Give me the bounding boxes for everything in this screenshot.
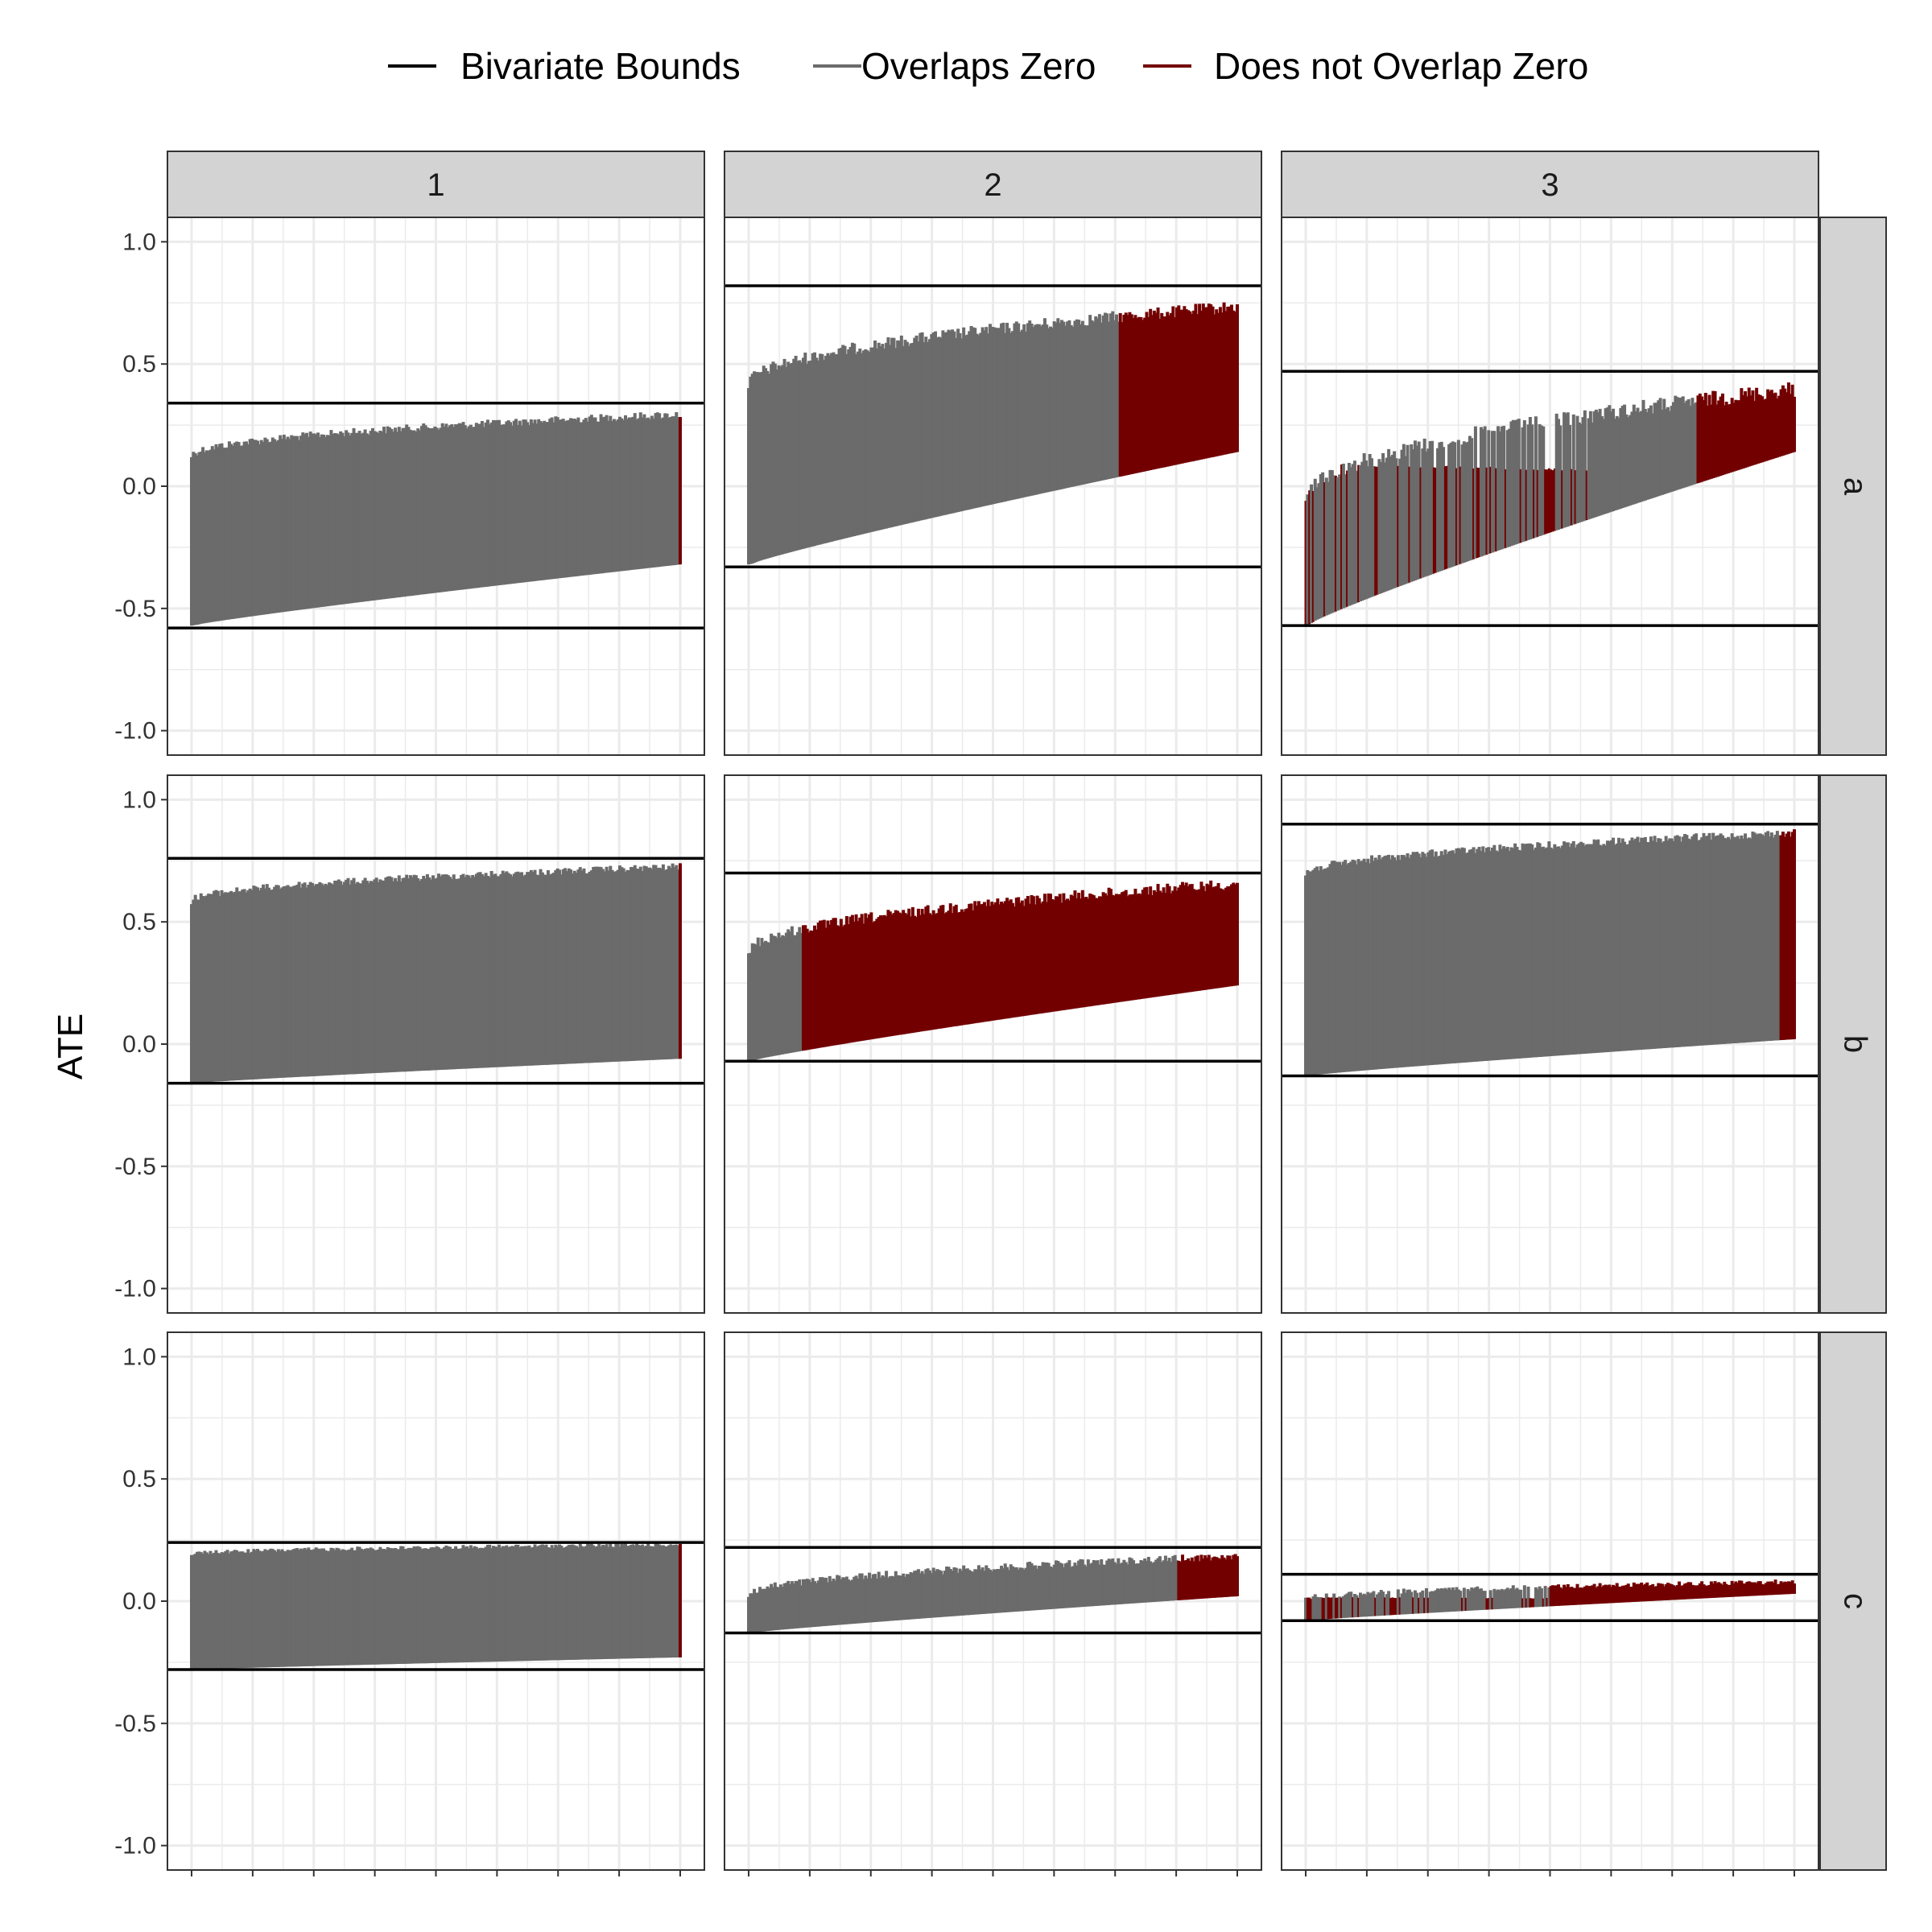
panel-border	[1281, 217, 1819, 756]
interval-lines	[190, 412, 682, 626]
y-tick-label: -1.0	[114, 1833, 156, 1860]
y-tick-label: 0.5	[122, 1466, 156, 1492]
strip-row-b	[1819, 774, 1887, 1314]
strip-col-3	[1281, 151, 1819, 218]
panel-border	[724, 217, 1262, 756]
interval-lines	[747, 880, 1239, 1062]
facet-b-3	[1281, 774, 1819, 1314]
y-tick-label: 1.0	[122, 1344, 156, 1370]
strip-row-a	[1819, 217, 1887, 756]
legend: Bivariate Bounds Overlaps Zero Does not …	[388, 45, 1588, 87]
y-tick-label: 0.5	[122, 351, 156, 378]
interval-lines	[190, 863, 682, 1084]
interval-lines	[1304, 382, 1796, 626]
y-tick-label: -0.5	[114, 1711, 156, 1737]
facet-b-2	[724, 774, 1262, 1314]
strip-col-label-2: 2	[984, 167, 1001, 203]
y-tick-label: 0.5	[122, 909, 156, 935]
interval-lines	[747, 1554, 1239, 1633]
y-tick-label: -0.5	[114, 596, 156, 622]
interval-lines	[1304, 1579, 1796, 1621]
y-tick-label: 1.0	[122, 786, 156, 813]
panel-border	[724, 774, 1262, 1314]
legend-label-overlap: Overlaps Zero	[861, 45, 1096, 87]
strip-row-label-b: b	[1837, 1035, 1872, 1053]
interval-lines	[190, 1542, 682, 1670]
y-axis-title: ATE	[51, 1013, 90, 1080]
strip-col-label-3: 3	[1541, 167, 1558, 203]
facet-c-2	[724, 1331, 1262, 1876]
y-tick-label: -0.5	[114, 1154, 156, 1180]
y-tick-label: -1.0	[114, 718, 156, 745]
y-tick-label: 0.0	[122, 1031, 156, 1058]
strip-row-label-c: c	[1837, 1593, 1872, 1609]
facet-c-3	[1281, 1331, 1819, 1876]
panel-border	[167, 774, 705, 1314]
facet-a-1	[167, 217, 705, 756]
interval-lines	[1304, 829, 1796, 1076]
facet-b-1	[167, 774, 705, 1314]
strip-col-label-1: 1	[427, 167, 444, 203]
facet-a-3	[1281, 217, 1819, 756]
y-tick-label: 1.0	[122, 229, 156, 255]
y-tick-label: -1.0	[114, 1276, 156, 1302]
facet-c-1	[167, 1331, 705, 1876]
strip-row-label-a: a	[1837, 477, 1872, 496]
strip-row-c	[1819, 1331, 1887, 1871]
y-tick-label: 0.0	[122, 473, 156, 500]
panel-border	[1281, 774, 1819, 1314]
panel-border	[167, 217, 705, 756]
strip-col-1	[167, 151, 705, 218]
y-tick-label: 0.0	[122, 1588, 156, 1615]
plot-area: 1 2 3 a b c -1.0 -0.5 0.0 0.5 1.0 -1.0 -0.5 0.0 0.5 1.0…	[114, 151, 1887, 1876]
interval-lines	[747, 302, 1239, 565]
legend-label-nooverlap: Does not Overlap Zero	[1214, 45, 1588, 87]
legend-label-bounds: Bivariate Bounds	[460, 45, 741, 87]
facet-a-2	[724, 217, 1262, 756]
strip-col-2	[724, 151, 1262, 218]
